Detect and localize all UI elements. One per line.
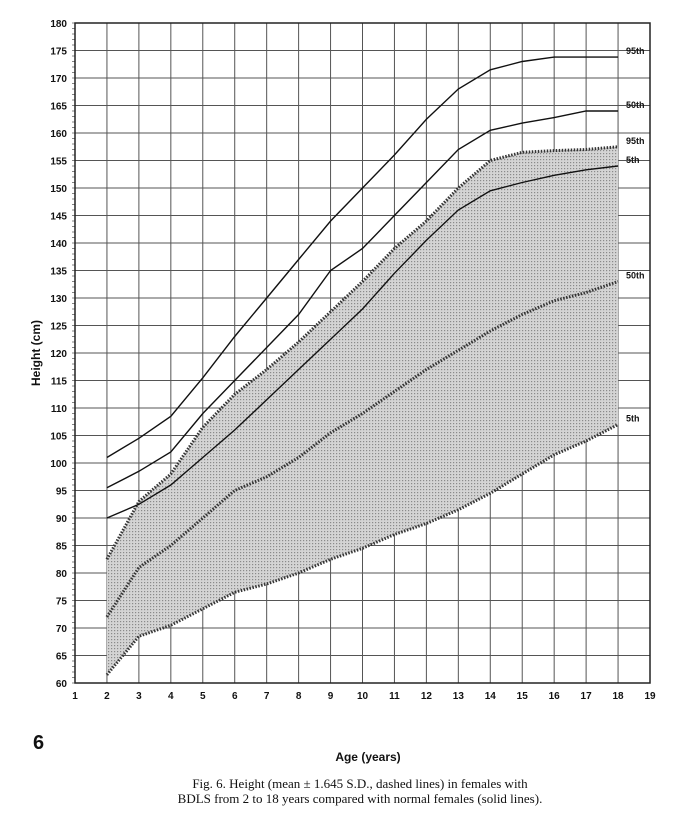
x-tick-label: 5: [200, 691, 206, 702]
normal-95th-label: 95th: [626, 46, 645, 56]
y-axis-ticks: 60 65 70 75 80 85 90 95 100 105 110 115 120 125 130 135…: [50, 19, 67, 690]
y-tick-label: 65: [56, 652, 68, 663]
figure-caption-line2: BDLS from 2 to 18 years compared with no…: [177, 791, 543, 806]
normal-5th-label: 5th: [626, 155, 640, 165]
bdls-95th-line: [105, 145, 619, 561]
y-tick-label: 115: [51, 377, 68, 388]
y-tick-label: 155: [50, 157, 67, 168]
y-tick-label: 175: [50, 47, 67, 58]
curve-labels: 95th 50th 5th 95th 50th 5th: [626, 46, 645, 423]
y-tick-label: 140: [50, 239, 67, 250]
chart-series: [105, 56, 619, 676]
x-tick-label: 11: [389, 691, 400, 702]
x-tick-label: 12: [421, 691, 433, 702]
bdls-50th-line: [105, 280, 619, 618]
x-tick-label: 1: [72, 691, 78, 702]
y-axis-title: Height (cm): [29, 320, 43, 386]
x-tick-label: 13: [453, 691, 465, 702]
bdls-range-band: [106, 146, 619, 675]
page-number: 6: [33, 732, 45, 754]
x-tick-label: 7: [264, 691, 270, 702]
bdls-5th-label: 5th: [626, 414, 640, 424]
y-tick-label: 145: [50, 212, 67, 223]
x-tick-label: 14: [485, 691, 497, 702]
y-tick-label: 75: [56, 597, 68, 608]
normal-50th-line: [106, 110, 619, 489]
x-tick-label: 3: [136, 691, 142, 702]
y-tick-label: 130: [50, 294, 67, 305]
bdls-50th-label: 50th: [626, 271, 645, 281]
y-tick-label: 180: [50, 19, 67, 30]
x-tick-label: 15: [517, 691, 529, 702]
y-tick-label: 70: [56, 624, 68, 635]
x-axis-title: Age (years): [335, 750, 400, 764]
y-tick-label: 135: [50, 267, 67, 278]
bdls-5th-line: [105, 423, 619, 676]
y-tick-label: 90: [56, 514, 68, 525]
x-axis-ticks: 1 2 3 4 5 6 7 8 9 10 11 12 13 14 15 16 17 18 19: [72, 691, 656, 702]
x-tick-label: 6: [232, 691, 238, 702]
bdls-shaded-range: [106, 146, 619, 675]
y-tick-label: 160: [50, 129, 67, 140]
normal-50th-label: 50th: [626, 100, 645, 110]
y-tick-label: 85: [56, 542, 68, 553]
y-tick-label: 165: [50, 102, 67, 113]
x-tick-label: 19: [644, 691, 656, 702]
y-tick-label: 105: [50, 432, 67, 443]
bdls-95th-label: 95th: [626, 136, 645, 146]
y-tick-label: 100: [50, 459, 67, 470]
normal-5th-line: [106, 165, 619, 519]
y-tick-label: 125: [50, 322, 67, 333]
x-tick-label: 10: [357, 691, 369, 702]
figure-caption-line1: Fig. 6. Height (mean ± 1.645 S.D., dashe…: [192, 776, 528, 791]
x-tick-label: 16: [549, 691, 561, 702]
x-tick-label: 17: [581, 691, 593, 702]
y-tick-label: 80: [56, 569, 68, 580]
y-tick-label: 110: [51, 404, 68, 415]
y-tick-label: 120: [50, 349, 67, 360]
normal-95th-line: [106, 56, 619, 459]
y-tick-label: 60: [56, 679, 68, 690]
x-tick-label: 4: [168, 691, 174, 702]
x-tick-label: 18: [612, 691, 624, 702]
y-tick-label: 95: [56, 487, 68, 498]
y-tick-label: 150: [50, 184, 67, 195]
x-tick-label: 8: [296, 691, 302, 702]
x-tick-label: 2: [104, 691, 110, 702]
plot-border: [74, 22, 651, 684]
x-tick-label: 9: [328, 691, 334, 702]
y-tick-label: 170: [50, 74, 67, 85]
